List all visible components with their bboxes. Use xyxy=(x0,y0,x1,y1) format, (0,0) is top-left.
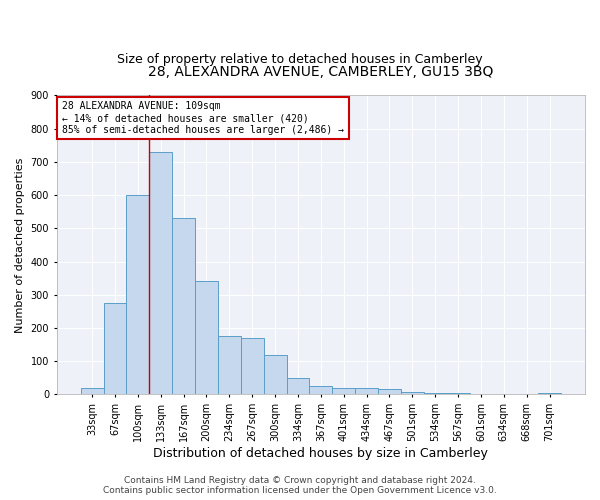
Bar xyxy=(446,393,470,394)
X-axis label: Distribution of detached houses by size in Camberley: Distribution of detached houses by size … xyxy=(154,447,488,460)
Bar xyxy=(195,282,218,395)
Bar xyxy=(424,393,446,394)
Bar xyxy=(332,388,355,394)
Bar xyxy=(310,386,332,394)
Bar xyxy=(287,378,310,394)
Bar xyxy=(355,388,378,394)
Bar xyxy=(81,388,104,394)
Title: 28, ALEXANDRA AVENUE, CAMBERLEY, GU15 3BQ: 28, ALEXANDRA AVENUE, CAMBERLEY, GU15 3B… xyxy=(148,65,494,79)
Text: 28 ALEXANDRA AVENUE: 109sqm
← 14% of detached houses are smaller (420)
85% of se: 28 ALEXANDRA AVENUE: 109sqm ← 14% of det… xyxy=(62,102,344,134)
Bar xyxy=(172,218,195,394)
Bar xyxy=(218,336,241,394)
Text: Size of property relative to detached houses in Camberley: Size of property relative to detached ho… xyxy=(117,52,483,66)
Text: Contains HM Land Registry data © Crown copyright and database right 2024.
Contai: Contains HM Land Registry data © Crown c… xyxy=(103,476,497,495)
Y-axis label: Number of detached properties: Number of detached properties xyxy=(15,157,25,332)
Bar xyxy=(127,195,149,394)
Bar xyxy=(378,390,401,394)
Bar xyxy=(401,392,424,394)
Bar xyxy=(241,338,263,394)
Bar xyxy=(263,354,287,395)
Bar xyxy=(104,303,127,394)
Bar xyxy=(149,152,172,394)
